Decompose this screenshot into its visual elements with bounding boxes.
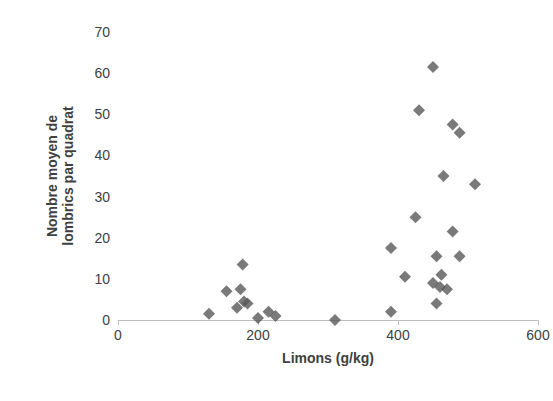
svg-text:0: 0 [102, 312, 110, 328]
svg-text:40: 40 [94, 147, 110, 163]
svg-text:600: 600 [526, 327, 550, 343]
svg-text:20: 20 [94, 230, 110, 246]
svg-text:lombrics par quadrat: lombrics par quadrat [60, 106, 76, 246]
svg-text:70: 70 [94, 24, 110, 40]
svg-text:Limons (g/kg): Limons (g/kg) [282, 350, 374, 366]
svg-text:200: 200 [246, 327, 270, 343]
svg-text:10: 10 [94, 271, 110, 287]
svg-text:Nombre moyen de: Nombre moyen de [44, 115, 60, 237]
svg-text:30: 30 [94, 189, 110, 205]
svg-text:60: 60 [94, 65, 110, 81]
svg-text:400: 400 [386, 327, 410, 343]
svg-text:50: 50 [94, 106, 110, 122]
svg-text:0: 0 [114, 327, 122, 343]
